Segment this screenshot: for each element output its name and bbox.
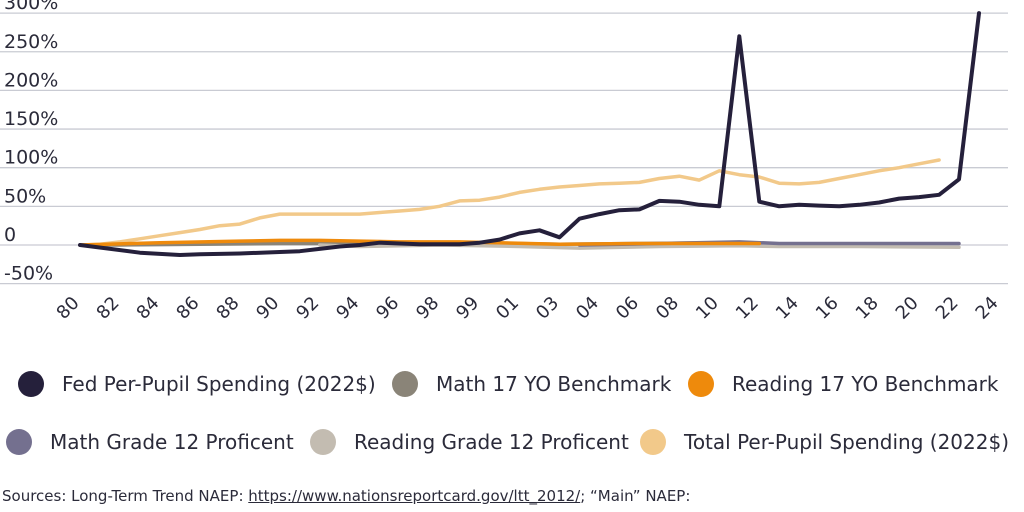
x-tick-label: 86 xyxy=(172,293,203,324)
x-axis-ticks: 80 82 84 86 88 90 92 94 96 98 99 01 03 04 06 08 10 12 14 16… xyxy=(53,293,1003,324)
x-tick-label: 20 xyxy=(892,293,923,324)
x-tick-label: 04 xyxy=(572,293,603,324)
legend-item-reading-12: Reading Grade 12 Proficent xyxy=(310,422,629,462)
y-tick-label: 150% xyxy=(4,108,58,130)
x-tick-label: 90 xyxy=(252,293,283,324)
y-tick-label: 50% xyxy=(4,185,46,207)
legend-label-reading-17: Reading 17 YO Benchmark xyxy=(732,372,999,396)
x-tick-label: 94 xyxy=(332,293,363,324)
x-tick-label: 16 xyxy=(812,293,843,324)
x-tick-label: 82 xyxy=(93,293,124,324)
legend: Fed Per-Pupil Spending (2022$) Math 17 Y… xyxy=(0,360,1024,472)
sources-suffix: ; “Main” NAEP: xyxy=(580,487,691,505)
x-tick-label: 18 xyxy=(852,293,883,324)
legend-item-math-12: Math Grade 12 Proficent xyxy=(6,422,294,462)
x-tick-label: 84 xyxy=(133,293,164,324)
x-tick-label: 03 xyxy=(532,293,563,324)
x-tick-label: 08 xyxy=(652,293,683,324)
line-chart: 300% 250% 200% 150% 100% 50% 0 -50% 80 82 84 86 88 9… xyxy=(0,0,1008,324)
legend-item-reading-17: Reading 17 YO Benchmark xyxy=(688,364,998,404)
x-tick-label: 99 xyxy=(452,293,483,324)
legend-label-math-12: Math Grade 12 Proficent xyxy=(50,430,294,454)
legend-row-1: Fed Per-Pupil Spending (2022$) Math 17 Y… xyxy=(0,364,1024,404)
x-tick-label: 24 xyxy=(972,293,1003,324)
y-tick-label: 250% xyxy=(4,31,58,53)
x-tick-label: 92 xyxy=(292,293,323,324)
x-tick-label: 10 xyxy=(692,293,723,324)
sources-link[interactable]: https://www.nationsreportcard.gov/ltt_20… xyxy=(248,487,581,505)
y-tick-label: 100% xyxy=(4,147,58,169)
legend-item-math-17: Math 17 YO Benchmark xyxy=(392,364,671,404)
x-tick-label: 22 xyxy=(932,293,963,324)
legend-label-fed-spending: Fed Per-Pupil Spending (2022$) xyxy=(62,372,376,396)
legend-item-total-spending: Total Per-Pupil Spending (2022$) xyxy=(640,422,1009,462)
series-lines xyxy=(78,11,981,257)
x-tick-label: 01 xyxy=(492,293,523,324)
legend-item-fed-spending: Fed Per-Pupil Spending (2022$) xyxy=(18,364,376,404)
x-tick-label: 14 xyxy=(772,293,803,324)
x-tick-label: 12 xyxy=(732,293,763,324)
legend-swatch-math-12 xyxy=(6,429,32,455)
legend-row-2: Math Grade 12 Proficent Reading Grade 12… xyxy=(0,422,1024,462)
legend-label-reading-12: Reading Grade 12 Proficent xyxy=(354,430,629,454)
x-tick-label: 06 xyxy=(612,293,643,324)
series-line-0 xyxy=(78,158,941,247)
x-tick-label: 98 xyxy=(412,293,443,324)
legend-label-math-17: Math 17 YO Benchmark xyxy=(436,372,672,396)
legend-swatch-reading-12 xyxy=(310,429,336,455)
y-axis-ticks: 300% 250% 200% 150% 100% 50% 0 -50% xyxy=(4,0,58,285)
legend-swatch-math-17 xyxy=(392,371,418,397)
y-tick-label: 0 xyxy=(4,224,16,246)
y-tick-label: 200% xyxy=(4,69,58,91)
series-line-5 xyxy=(78,11,981,257)
legend-swatch-total-spending xyxy=(640,429,666,455)
x-tick-label: 80 xyxy=(53,293,84,324)
legend-swatch-reading-17 xyxy=(688,371,714,397)
sources-note: Sources: Long-Term Trend NAEP: https://w… xyxy=(2,487,690,505)
sources-prefix: Sources: Long-Term Trend NAEP: xyxy=(2,487,249,505)
legend-swatch-fed-spending xyxy=(18,371,44,397)
y-tick-label: -50% xyxy=(4,263,53,285)
x-tick-label: 88 xyxy=(212,293,243,324)
series-line-2 xyxy=(317,243,961,250)
y-tick-label: 300% xyxy=(4,0,58,14)
x-tick-label: 96 xyxy=(372,293,403,324)
legend-label-total-spending: Total Per-Pupil Spending (2022$) xyxy=(684,430,1010,454)
